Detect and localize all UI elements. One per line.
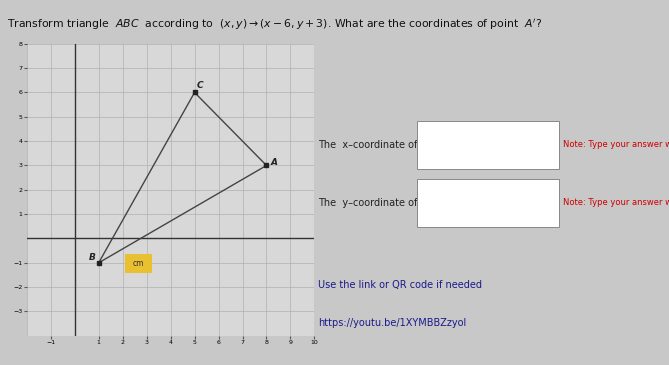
Text: A: A [270,158,277,168]
FancyBboxPatch shape [417,121,559,169]
Text: Transform triangle  $\mathit{ABC}$  according to  $(x, y)\rightarrow(x-6, y+3)$.: Transform triangle $\mathit{ABC}$ accord… [7,16,542,32]
Text: Note: Type your answer with no spaces: Note: Type your answer with no spaces [563,141,669,150]
Text: Note: Type your answer with no spaces: Note: Type your answer with no spaces [563,198,669,207]
Text: https://youtu.be/1XYMBBZzyol: https://youtu.be/1XYMBBZzyol [318,318,466,328]
FancyBboxPatch shape [417,179,559,227]
Text: C: C [197,81,203,89]
Text: The  x–coordinate of point  A'  is: The x–coordinate of point A' is [318,140,475,150]
Text: Use the link or QR code if needed: Use the link or QR code if needed [318,280,482,290]
Text: B: B [89,253,96,262]
Text: The  y–coordinate of point  A'  is: The y–coordinate of point A' is [318,198,475,208]
FancyBboxPatch shape [124,254,152,273]
Text: cm: cm [132,259,144,268]
